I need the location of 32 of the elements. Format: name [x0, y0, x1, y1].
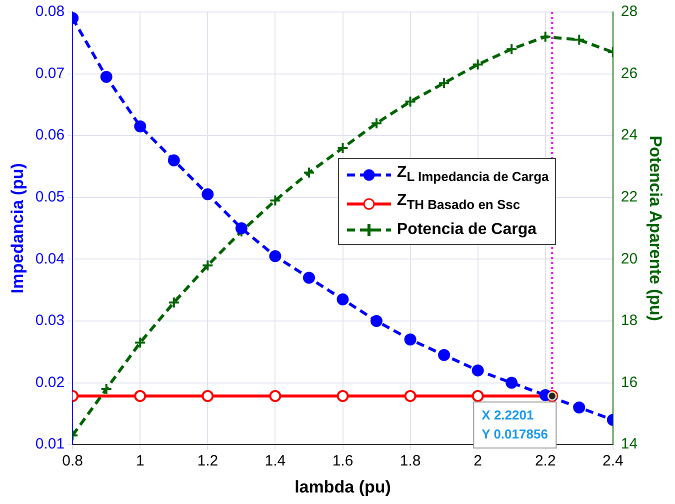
x-tick-label: 1.6 — [332, 452, 354, 470]
y2-tick-label: 14 — [620, 436, 638, 453]
annotation: X 2.2201 Y 0.017856 — [482, 408, 548, 442]
x-tick-label: 1.4 — [264, 452, 286, 470]
y-axis-title: Impedancia (pu) — [8, 163, 27, 294]
legend-label: Z$_{L Impedancia de Carga}$ — [396, 163, 549, 186]
y-tick-label: 0.02 — [35, 374, 65, 391]
y-tick-label: 0.04 — [35, 250, 65, 268]
legend-label: Potencia de Carga — [396, 220, 537, 240]
y-tick-label: 0.05 — [35, 188, 65, 206]
y-tick-label: 0.03 — [35, 312, 65, 330]
y2-tick-label: 22 — [620, 188, 638, 206]
x-tick-label: 2.2 — [534, 452, 556, 470]
y2-tick-label: 26 — [620, 64, 638, 82]
y2-tick-label: 28 — [620, 3, 638, 20]
y2-tick-label: 16 — [620, 374, 638, 391]
y2-tick-label: 24 — [620, 126, 638, 144]
y2-tick-label: 18 — [620, 312, 638, 330]
x-tick-label: 1.8 — [400, 452, 421, 470]
x-tick-label: 1.2 — [197, 452, 218, 470]
x-axis-title: lambda (pu) — [294, 477, 391, 496]
y-tick-label: 0.08 — [35, 3, 65, 20]
y-tick-label: 0.06 — [35, 126, 65, 144]
legend-label: Z$_{TH Basado en Ssc}$ — [396, 191, 520, 215]
y2-tick-label: 20 — [620, 250, 638, 268]
x-tick-label: 0.8 — [62, 452, 84, 470]
y-tick-label: 0.01 — [35, 436, 65, 453]
x-tick-label: 2.4 — [602, 452, 624, 470]
x-tick-label: 1 — [136, 452, 144, 470]
x-tick-label: 2 — [474, 452, 482, 470]
y2-axis-title: Potencia Aparente (pu) — [646, 136, 666, 322]
y-tick-label: 0.07 — [35, 64, 65, 82]
